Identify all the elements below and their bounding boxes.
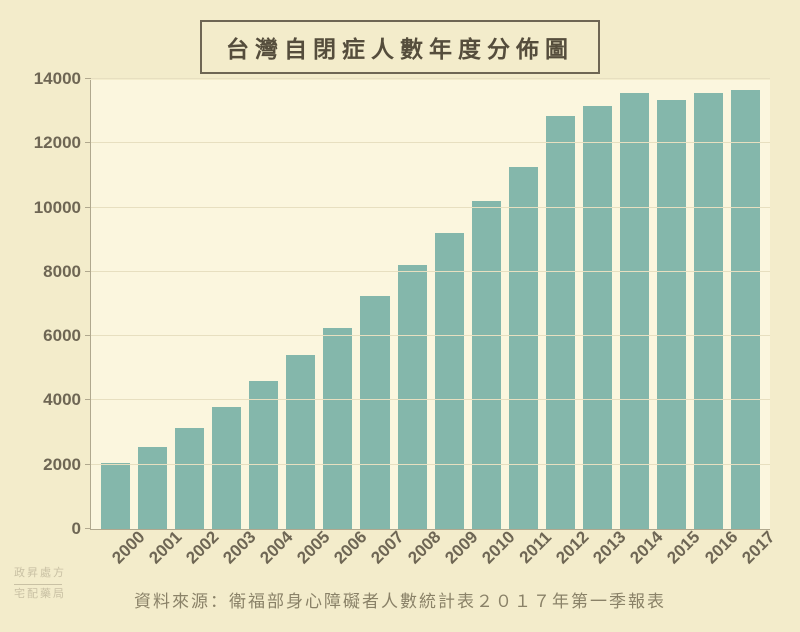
y-tick-label: 12000 (21, 133, 91, 153)
grid-line (91, 464, 770, 465)
grid-line (91, 271, 770, 272)
watermark-line2: 宅配藥局 (14, 587, 66, 602)
grid-line (91, 78, 770, 79)
watermark: 政昇處方 宅配藥局 (14, 566, 66, 602)
y-tick-label: 0 (21, 519, 91, 539)
chart-container: 台灣自閉症人數年度分佈圖 200020012002200320042005200… (0, 0, 800, 632)
y-tick-label: 6000 (21, 326, 91, 346)
bar: 2012 (546, 116, 575, 529)
x-tick-label: 2017 (732, 522, 779, 569)
y-tick-label: 2000 (21, 455, 91, 475)
chart-title: 台灣自閉症人數年度分佈圖 (200, 20, 600, 74)
bar: 2003 (212, 407, 241, 529)
bar: 2013 (583, 106, 612, 529)
watermark-line1: 政昇處方 (14, 566, 66, 581)
y-tick-label: 14000 (21, 69, 91, 89)
grid-line (91, 399, 770, 400)
grid-line (91, 335, 770, 336)
bar: 2000 (101, 463, 130, 529)
bar: 2009 (435, 233, 464, 529)
bar: 2006 (323, 328, 352, 529)
bar: 2004 (249, 381, 278, 529)
plot-area: 2000 2001 2002 2003 2004 2005 2006 2007 2008 2009… (90, 80, 770, 530)
bar: 2001 (138, 447, 167, 529)
y-tick-label: 8000 (21, 262, 91, 282)
y-tick-label: 4000 (21, 390, 91, 410)
watermark-divider (14, 584, 62, 585)
bar: 2002 (175, 428, 204, 529)
y-tick-label: 10000 (21, 198, 91, 218)
source-text: 資料來源：衛福部身心障礙者人數統計表２０１７年第一季報表 (134, 587, 666, 612)
bar: 2008 (398, 265, 427, 529)
grid-line (91, 207, 770, 208)
grid-line (91, 142, 770, 143)
bar: 2007 (360, 296, 389, 529)
bars-group: 2000 2001 2002 2003 2004 2005 2006 2007 2008 2009… (91, 80, 770, 529)
bar: 2010 (472, 201, 501, 529)
bar: 2005 (286, 355, 315, 529)
bar: 2011 (509, 167, 538, 529)
